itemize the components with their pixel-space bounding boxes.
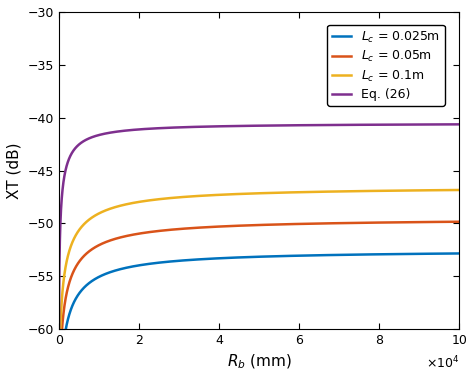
$L_c$ = 0.1m	[73, 234, 78, 238]
$L_c$ = 0.1m	[135, 200, 140, 204]
$L_c$ = 0.1m	[252, 191, 257, 196]
$L_c$ = 0.1m	[435, 188, 441, 192]
$L_c$ = 0.025m	[135, 263, 140, 268]
$L_c$ = 0.05m	[252, 223, 257, 228]
Eq. (26)	[80, 139, 86, 144]
$L_c$ = 0.05m	[58, 350, 64, 355]
Eq. (26)	[252, 124, 257, 128]
$L_c$ = 0.05m	[73, 265, 78, 270]
Eq. (26)	[135, 127, 140, 132]
Eq. (26)	[58, 214, 64, 219]
Text: $\times10^4$: $\times10^4$	[426, 355, 459, 371]
$L_c$ = 0.025m	[456, 251, 462, 256]
X-axis label: $R_b$ (mm): $R_b$ (mm)	[227, 353, 292, 371]
$L_c$ = 0.1m	[58, 319, 64, 323]
$L_c$ = 0.025m	[73, 297, 78, 302]
$L_c$ = 0.05m	[435, 220, 441, 224]
$L_c$ = 0.05m	[456, 220, 462, 224]
$L_c$ = 0.1m	[80, 223, 86, 228]
Y-axis label: XT (dB): XT (dB)	[7, 143, 22, 199]
Legend: $L_c$ = 0.025m, $L_c$ = 0.05m, $L_c$ = 0.1m, Eq. (26): $L_c$ = 0.025m, $L_c$ = 0.05m, $L_c$ = 0…	[328, 25, 445, 106]
$L_c$ = 0.05m	[80, 255, 86, 259]
$L_c$ = 0.025m	[435, 251, 441, 256]
Eq. (26)	[73, 146, 78, 150]
Line: $L_c$ = 0.025m: $L_c$ = 0.025m	[59, 254, 459, 378]
$L_c$ = 0.05m	[135, 232, 140, 236]
Line: Eq. (26): Eq. (26)	[59, 124, 459, 378]
Line: $L_c$ = 0.05m: $L_c$ = 0.05m	[59, 222, 459, 378]
Eq. (26)	[456, 122, 462, 127]
$L_c$ = 0.025m	[80, 287, 86, 291]
$L_c$ = 0.025m	[252, 255, 257, 259]
Line: $L_c$ = 0.1m: $L_c$ = 0.1m	[59, 190, 459, 378]
Eq. (26)	[435, 122, 441, 127]
$L_c$ = 0.1m	[456, 188, 462, 192]
